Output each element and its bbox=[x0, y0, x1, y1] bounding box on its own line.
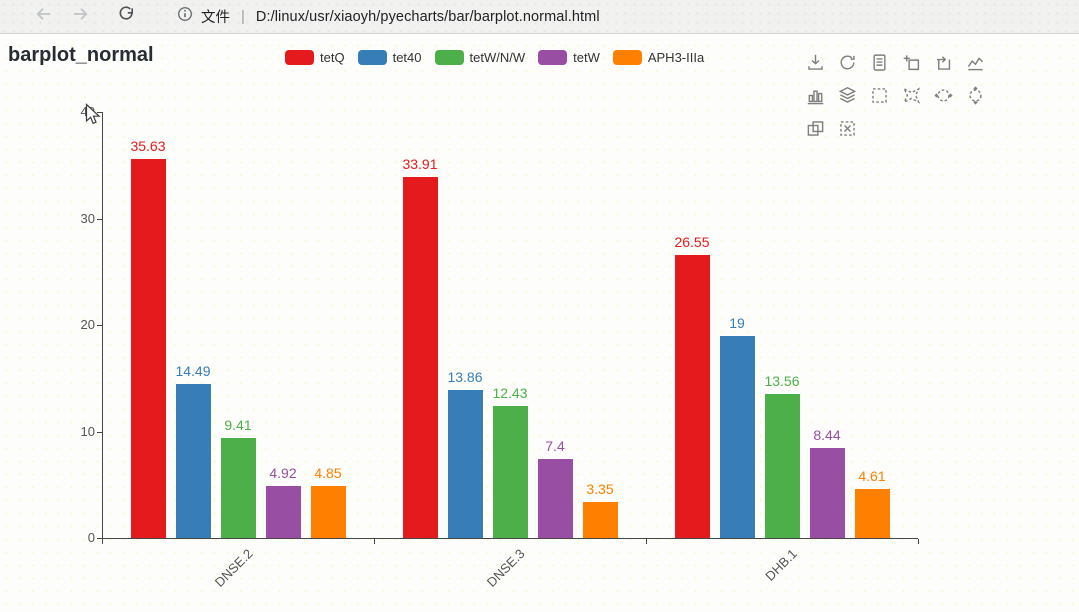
y-axis-tick bbox=[97, 538, 102, 539]
refresh-button[interactable] bbox=[114, 5, 138, 29]
browser-toolbar: 文件 | D:/linux/usr/xiaoyh/pyecharts/bar/b… bbox=[0, 0, 1079, 34]
bar-value-label: 3.35 bbox=[586, 481, 614, 498]
x-axis-line bbox=[102, 538, 918, 539]
legend-swatch bbox=[612, 50, 642, 65]
legend-label: APH3-IIIa bbox=[647, 50, 705, 65]
bar-value-label: 8.44 bbox=[813, 427, 841, 444]
legend-item-tetw[interactable]: tetW bbox=[538, 50, 600, 65]
y-axis-tick bbox=[97, 325, 102, 326]
bar-value-label: 4.85 bbox=[314, 465, 342, 482]
toolbox-data-zoom-icon[interactable] bbox=[902, 53, 922, 72]
bar-tetw-n-w-dnse-3[interactable] bbox=[492, 405, 528, 538]
bar-value-label: 4.92 bbox=[269, 464, 297, 481]
y-axis-label: 0 bbox=[87, 530, 95, 545]
bar-tetw-dnse-3[interactable] bbox=[537, 459, 573, 538]
bar-value-label: 13.56 bbox=[764, 372, 800, 389]
toolbox-brush-polygon-icon[interactable] bbox=[902, 86, 922, 105]
bar-tet40-dnse-3[interactable] bbox=[447, 390, 483, 538]
back-arrow-icon bbox=[34, 4, 54, 29]
legend-label: tetQ bbox=[320, 50, 345, 65]
y-axis-label: 10 bbox=[80, 423, 95, 439]
refresh-icon bbox=[117, 5, 136, 29]
bar-tetq-dnse-2[interactable] bbox=[130, 158, 166, 538]
x-axis-tick bbox=[374, 539, 375, 544]
file-protocol-label: 文件 bbox=[201, 10, 230, 26]
bar-tet40-dhb-1[interactable] bbox=[719, 335, 755, 538]
legend-swatch bbox=[434, 50, 464, 65]
bar-tetw-dnse-2[interactable] bbox=[265, 485, 301, 538]
bar-value-label: 12.43 bbox=[492, 384, 528, 401]
bar-aph3-iiia-dhb-1[interactable] bbox=[854, 488, 890, 538]
toolbox-brush-line-x-icon[interactable] bbox=[934, 86, 954, 105]
bar-value-label: 13.86 bbox=[447, 369, 483, 386]
bar-tet40-dnse-2[interactable] bbox=[175, 383, 211, 538]
x-axis-label: DNSE.3 bbox=[483, 546, 528, 590]
back-button[interactable] bbox=[32, 5, 56, 29]
legend-swatch bbox=[285, 50, 314, 65]
x-axis-tick bbox=[646, 539, 647, 544]
toolbox-brush-clear-icon[interactable] bbox=[838, 119, 858, 138]
legend-label: tet40 bbox=[392, 50, 422, 65]
forward-arrow-icon bbox=[70, 4, 90, 29]
bar-value-label: 33.91 bbox=[402, 155, 438, 172]
toolbox-magic-type-bar-icon[interactable] bbox=[806, 86, 826, 105]
toolbox-save-image-icon[interactable] bbox=[806, 53, 826, 72]
info-icon[interactable] bbox=[176, 5, 194, 28]
forward-button[interactable] bbox=[68, 5, 92, 29]
url-separator: | bbox=[241, 8, 245, 25]
y-axis-label: 30 bbox=[80, 210, 95, 226]
y-axis-line bbox=[102, 112, 103, 538]
x-axis-label: DNSE.2 bbox=[211, 546, 256, 590]
legend-swatch bbox=[538, 50, 568, 65]
bar-tetw-n-w-dnse-2[interactable] bbox=[220, 437, 256, 538]
x-axis-tick bbox=[102, 539, 103, 544]
address-bar-url[interactable]: D:/linux/usr/xiaoyh/pyecharts/bar/barplo… bbox=[255, 8, 600, 25]
legend-label: tetW bbox=[573, 50, 600, 65]
bar-value-label: 26.55 bbox=[674, 234, 710, 251]
y-axis-tick bbox=[97, 218, 102, 220]
legend-label: tetW/N/W bbox=[469, 50, 526, 65]
bar-tetq-dnse-3[interactable] bbox=[402, 176, 438, 538]
toolbox-restore-icon[interactable] bbox=[838, 53, 858, 72]
toolbox-magic-type-tiled-icon[interactable] bbox=[806, 119, 826, 138]
toolbox-magic-type-line-icon[interactable] bbox=[966, 53, 986, 72]
x-axis-label: DHB.1 bbox=[761, 546, 800, 584]
toolbox-brush-rect-icon[interactable] bbox=[870, 86, 890, 105]
legend-item-tetq[interactable]: tetQ bbox=[285, 50, 345, 65]
legend: tetQ tet40 tetW/N/W tetW APH3-IIIa bbox=[285, 50, 704, 65]
bar-aph3-iiia-dnse-2[interactable] bbox=[310, 486, 346, 538]
chart-toolbox bbox=[806, 53, 1006, 138]
legend-item-tet40[interactable]: tet40 bbox=[357, 50, 422, 65]
bar-tetq-dhb-1[interactable] bbox=[674, 255, 710, 538]
y-axis-tick bbox=[97, 112, 102, 113]
bar-tetw-n-w-dhb-1[interactable] bbox=[764, 393, 800, 538]
x-axis-tick bbox=[918, 539, 919, 544]
toolbox-brush-line-y-icon[interactable] bbox=[966, 86, 986, 105]
site-info-area: 文件 | D:/linux/usr/xiaoyh/pyecharts/bar/b… bbox=[176, 5, 600, 28]
toolbox-data-zoom-reset-icon[interactable] bbox=[934, 53, 954, 72]
y-axis-label: 20 bbox=[80, 317, 95, 332]
bar-value-label: 35.63 bbox=[130, 137, 166, 154]
legend-swatch bbox=[357, 50, 387, 65]
bar-aph3-iiia-dnse-3[interactable] bbox=[582, 502, 618, 538]
bar-value-label: 14.49 bbox=[175, 362, 211, 379]
toolbox-data-view-icon[interactable] bbox=[870, 53, 890, 72]
bar-tetw-dhb-1[interactable] bbox=[809, 448, 845, 538]
toolbox-magic-type-stack-icon[interactable] bbox=[838, 86, 858, 105]
bar-value-label: 9.41 bbox=[224, 416, 252, 433]
mouse-cursor bbox=[85, 103, 103, 133]
bar-value-label: 19 bbox=[729, 314, 745, 331]
legend-item-tetw-n-w[interactable]: tetW/N/W bbox=[434, 50, 526, 65]
bar-value-label: 4.61 bbox=[858, 467, 886, 484]
legend-item-aph3-iiia[interactable]: APH3-IIIa bbox=[612, 50, 705, 65]
bar-value-label: 7.4 bbox=[545, 438, 565, 455]
y-axis-tick bbox=[97, 431, 102, 433]
chart-title: barplot_normal bbox=[8, 44, 154, 66]
